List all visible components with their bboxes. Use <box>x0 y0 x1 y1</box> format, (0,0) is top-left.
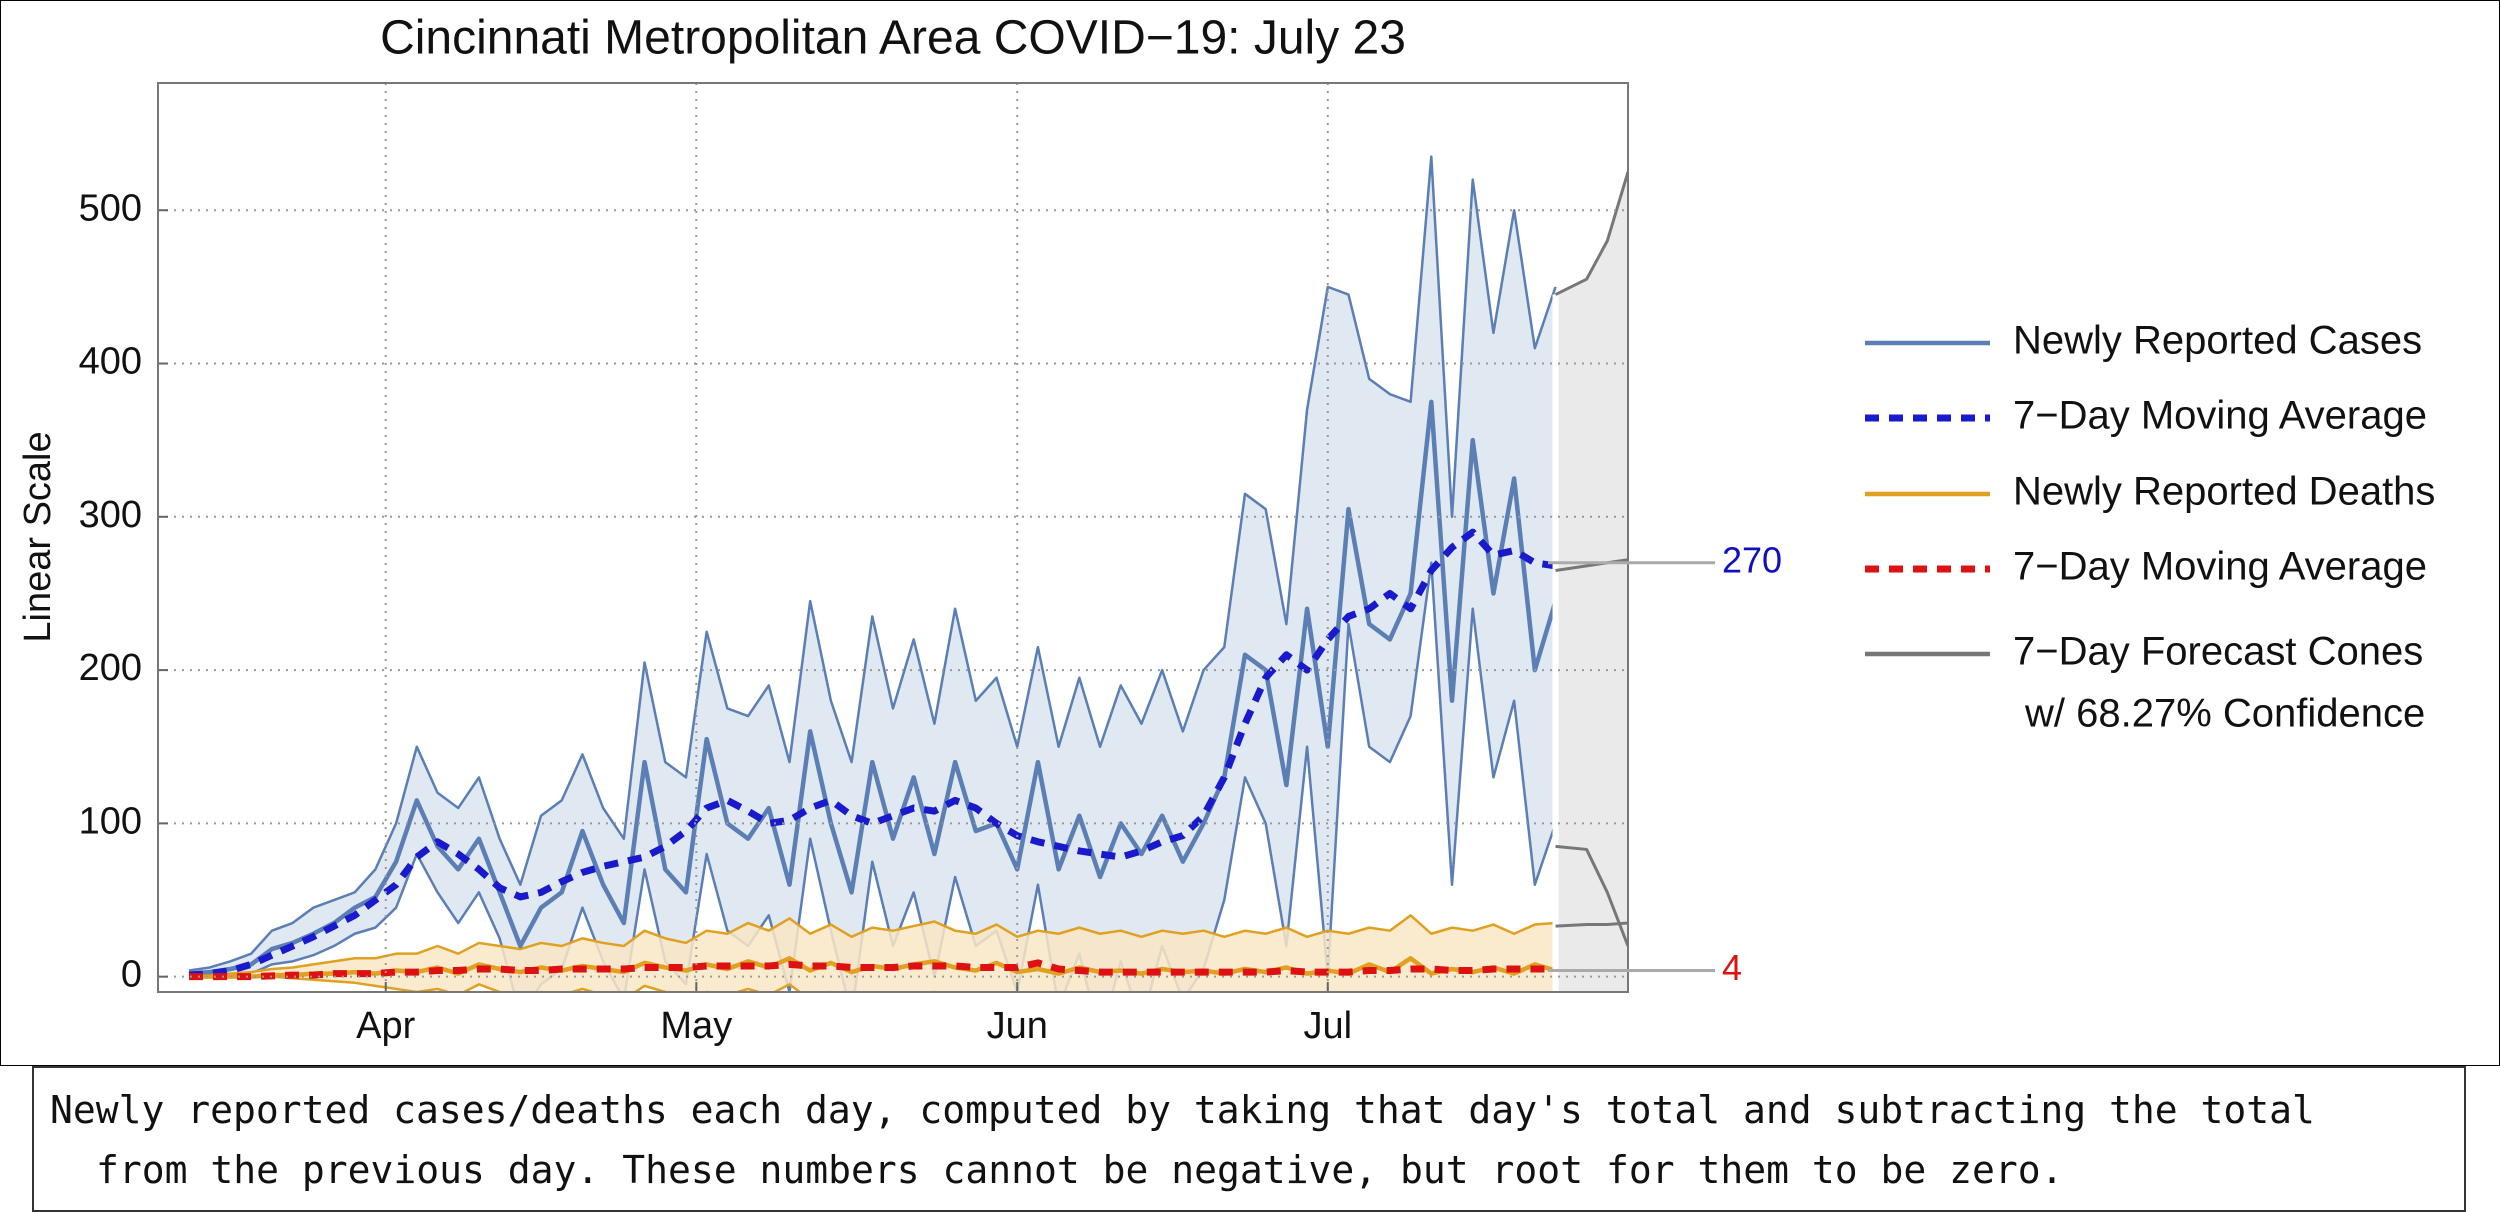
legend-label: 7−Day Moving Average <box>2013 545 2427 589</box>
chart-title: Cincinnati Metropolitan Area COVID−19: J… <box>380 12 1406 65</box>
caption: Newly reported cases/deaths each day, co… <box>32 1066 2466 1212</box>
y-tick-label: 500 <box>79 187 142 229</box>
y-axis-label: Linear Scale <box>17 431 59 642</box>
annotation-label: 270 <box>1722 539 1782 580</box>
caption-line: Newly reported cases/deaths each day, co… <box>50 1088 2315 1132</box>
legend-label: 7−Day Moving Average <box>2013 394 2427 438</box>
band-upper <box>189 914 1556 977</box>
forecast-line <box>1554 171 1628 296</box>
annotation-label: 4 <box>1722 947 1742 988</box>
y-tick-label: 300 <box>79 494 142 536</box>
y-tick-label: 400 <box>79 341 142 383</box>
forecast-line <box>1556 1015 1628 1018</box>
forecast-line <box>1555 921 1628 928</box>
plot-area <box>188 155 1628 1018</box>
caption-line: from the previous day. These numbers can… <box>96 1148 2064 1192</box>
y-tick-label: 0 <box>121 954 142 996</box>
confidence-band <box>189 156 1556 992</box>
x-tick-label: Jun <box>987 1005 1048 1047</box>
forecast-line <box>1555 558 1628 572</box>
y-tick-label: 100 <box>79 800 142 842</box>
legend-label: w/ 68.27% Confidence <box>2024 692 2425 736</box>
plot-frame <box>157 82 1629 993</box>
x-tick-label: Apr <box>356 1005 415 1047</box>
series-line <box>188 399 1558 976</box>
legend-label: 7−Day Forecast Cones <box>2013 630 2423 674</box>
chart: Cincinnati Metropolitan Area COVID−19: J… <box>17 12 2435 1047</box>
forecast-line <box>1555 844 1628 947</box>
y-tick-label: 200 <box>79 647 142 689</box>
forecast-cone <box>1555 171 1628 992</box>
x-tick-label: May <box>660 1005 732 1047</box>
x-tick-label: Jul <box>1303 1005 1352 1047</box>
band-upper <box>188 155 1557 972</box>
confidence-band <box>189 915 1556 992</box>
legend-label: Newly Reported Deaths <box>2013 470 2435 514</box>
legend-label: Newly Reported Cases <box>2013 319 2422 363</box>
